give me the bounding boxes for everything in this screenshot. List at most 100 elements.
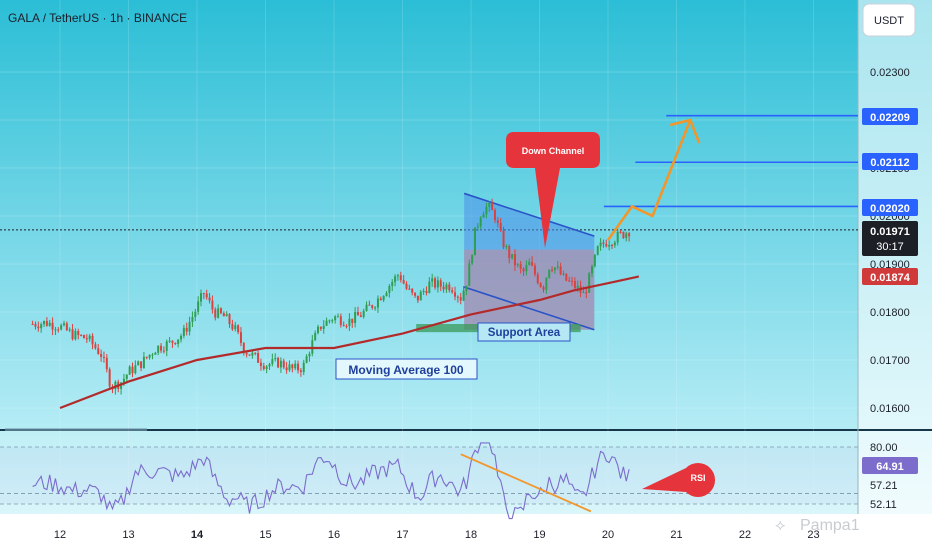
candle-body xyxy=(408,288,411,290)
candle-body xyxy=(74,331,77,340)
candle-body xyxy=(442,286,445,290)
candle-body xyxy=(414,292,417,296)
candle-body xyxy=(211,300,214,310)
candle-body xyxy=(265,366,268,370)
candle-body xyxy=(399,275,402,281)
candle-body xyxy=(374,307,377,309)
projection-arrowhead xyxy=(669,118,701,144)
candle-body xyxy=(225,314,228,317)
candle-body xyxy=(219,308,222,314)
projection-path[interactable] xyxy=(606,118,701,241)
candle-body xyxy=(531,261,534,266)
candle-body xyxy=(625,233,628,238)
time-tick: 12 xyxy=(54,529,66,541)
price-axis-background xyxy=(858,0,932,514)
candle-body xyxy=(40,324,43,329)
candle-body xyxy=(165,341,168,351)
candle-body xyxy=(545,277,548,290)
candle-body xyxy=(85,338,88,340)
candle-body xyxy=(402,280,405,284)
candle-body xyxy=(385,292,388,297)
candle-body xyxy=(439,280,442,287)
candle-body xyxy=(362,310,365,317)
candle-body xyxy=(542,286,545,290)
moving-average-100[interactable] xyxy=(59,275,640,410)
price-tick: 0.02300 xyxy=(870,67,910,79)
candle-body xyxy=(553,267,556,271)
candle-body xyxy=(128,366,131,375)
candle-body xyxy=(348,318,351,326)
candle-body xyxy=(54,329,57,331)
rsi-line xyxy=(32,442,630,520)
candle-body xyxy=(234,325,237,330)
candle-body xyxy=(302,362,305,373)
candle-body xyxy=(391,282,394,286)
moving-average-callout[interactable]: Moving Average 100 xyxy=(335,358,478,380)
level-badge-1[interactable]: 0.02020 xyxy=(862,199,918,216)
candle-body xyxy=(573,281,576,289)
candle-body xyxy=(171,340,174,343)
level-1-value: 0.02020 xyxy=(870,203,910,215)
candle-body xyxy=(122,378,125,383)
watermark: ⟡ Pampa1 xyxy=(775,517,860,534)
rsi-tick: 57.21 xyxy=(870,480,898,492)
candle-body xyxy=(356,311,359,316)
candle-body xyxy=(34,324,37,327)
candle-body xyxy=(137,361,140,366)
down-channel-callout[interactable]: Down Channel xyxy=(506,132,600,248)
candle-body xyxy=(51,322,54,330)
support-area-callout[interactable]: Support Area xyxy=(477,322,571,342)
time-tick: 14 xyxy=(191,529,204,541)
price-tick: 0.01700 xyxy=(870,355,910,367)
candle-body xyxy=(511,254,514,259)
candle-body xyxy=(140,361,143,369)
candle-body xyxy=(188,321,191,332)
candle-body xyxy=(162,350,165,352)
time-axis: 12 13 14 15 16 17 18 19 20 21 22 23 xyxy=(54,529,820,541)
candle-body xyxy=(345,325,348,327)
candle-body xyxy=(334,316,337,321)
candle-body xyxy=(405,283,408,289)
candle-body xyxy=(411,288,414,293)
candle-body xyxy=(339,316,342,325)
ma-price-badge[interactable]: 0.01874 xyxy=(862,268,918,285)
candle-body xyxy=(371,305,374,308)
candle-body xyxy=(388,285,391,293)
candle-body xyxy=(88,335,91,340)
candle-body xyxy=(539,283,542,287)
candle-body xyxy=(222,313,225,317)
candle-body xyxy=(91,335,94,345)
rsi-current-badge[interactable] xyxy=(862,457,918,474)
currency-selector[interactable]: USDT xyxy=(862,3,916,37)
candle-body xyxy=(131,366,134,374)
candle-body xyxy=(43,320,46,325)
candle-body xyxy=(619,231,622,233)
candle-body xyxy=(57,329,60,331)
level-badge-2[interactable]: 0.02112 xyxy=(862,153,918,170)
rsi-callout[interactable]: RSI xyxy=(642,463,716,497)
candle-body xyxy=(479,217,482,227)
down-channel-label: Down Channel xyxy=(522,146,585,156)
candle-body xyxy=(445,284,448,290)
candle-body xyxy=(65,323,68,331)
candle-body xyxy=(342,324,345,326)
candle-body xyxy=(493,210,496,221)
candle-body xyxy=(231,324,234,330)
candle-body xyxy=(451,290,454,293)
candle-body xyxy=(559,266,562,275)
time-tick: 20 xyxy=(602,529,614,541)
candle-body xyxy=(428,281,431,293)
current-price-badge[interactable]: 0.01971 30:17 xyxy=(862,221,918,256)
time-tick: 23 xyxy=(807,529,819,541)
candle-body xyxy=(279,360,282,368)
candle-body xyxy=(536,274,539,284)
candle-body xyxy=(422,290,425,292)
candle-body xyxy=(331,320,334,322)
candle-body xyxy=(182,327,185,336)
level-badge-3[interactable]: 0.02209 xyxy=(862,108,918,125)
time-tick: 16 xyxy=(328,529,340,541)
candle-body xyxy=(336,316,339,318)
candle-body xyxy=(571,280,574,282)
candle-body xyxy=(157,345,160,353)
